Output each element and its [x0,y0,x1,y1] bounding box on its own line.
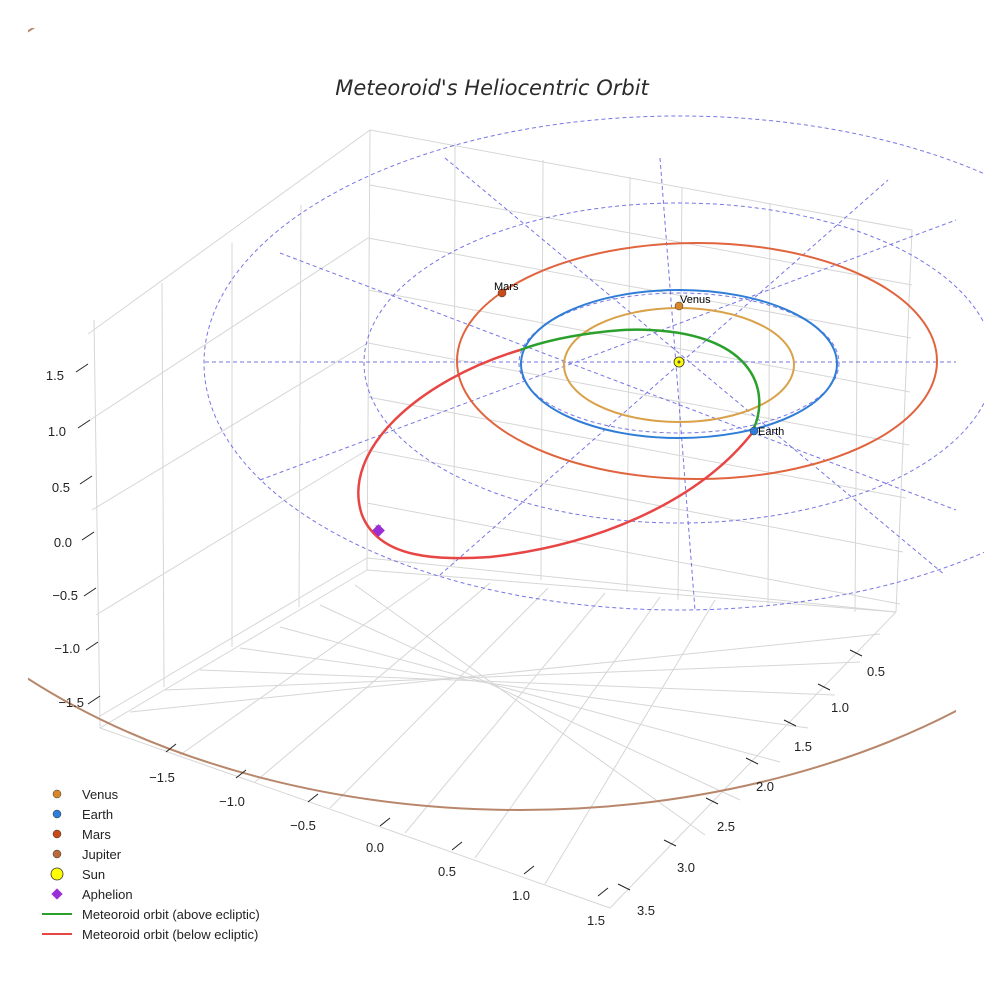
legend-marker-venus [52,789,62,799]
x-axis: −1.5 −1.0 −0.5 0.0 0.5 1.0 1.5 [149,743,609,928]
mars-marker [497,288,507,298]
y-tick: 1.0 [831,700,849,715]
x-tick: −0.5 [290,818,316,833]
meteoroid-orbit-above [519,328,761,431]
earth-orbit [520,289,838,439]
mars-label: Mars [494,281,519,293]
y-tick: 2.0 [756,779,774,794]
legend: Venus Earth Mars Jupiter Sun Aphelion Me… [42,787,260,942]
x-tick: 0.5 [438,864,456,879]
legend-label: Earth [82,807,113,822]
z-tick: 0.0 [54,535,72,550]
z-tick: −1.5 [58,695,84,710]
legend-label: Jupiter [82,847,122,862]
jupiter-orbit [28,28,956,811]
legend-label: Mars [82,827,111,842]
chart-title: Meteoroid's Heliocentric Orbit [335,76,649,100]
legend-marker-earth [52,809,62,819]
legend-label: Venus [82,787,119,802]
z-tick: 1.5 [46,368,64,383]
x-tick: −1.0 [219,794,245,809]
y-tick: 2.5 [717,819,735,834]
y-tick: 1.5 [794,739,812,754]
meteoroid-orbit-below [357,348,754,560]
x-tick: 1.0 [512,888,530,903]
y-tick: 0.5 [867,664,885,679]
venus-label: Venus [680,294,711,306]
venus-marker [674,301,684,311]
z-tick: 1.0 [48,424,66,439]
z-tick: −1.0 [54,641,80,656]
earth-marker [749,426,759,436]
x-tick: 0.0 [366,840,384,855]
axes-box-grid [87,129,913,909]
earth-label: Earth [758,426,784,438]
y-tick: 3.5 [637,903,655,918]
z-tick: −0.5 [52,588,78,603]
y-tick: 3.0 [677,860,695,875]
mars-orbit [456,242,938,480]
z-tick: 0.5 [52,480,70,495]
legend-marker-aphelion [51,888,63,900]
legend-label: Sun [82,867,105,882]
legend-label: Meteoroid orbit (above ecliptic) [82,907,260,922]
x-tick: 1.5 [587,913,605,928]
aphelion-x-mark: × [374,523,382,534]
z-axis: 1.5 1.0 0.5 0.0 −0.5 −1.0 −1.5 [46,363,101,710]
sun-core [677,360,681,364]
ecliptic-grid [203,115,984,611]
legend-marker-jupiter [52,849,62,859]
legend-label: Aphelion [82,887,133,902]
legend-marker-mars [52,829,62,839]
x-tick: −1.5 [149,770,175,785]
legend-marker-sun [50,867,64,881]
legend-label: Meteoroid orbit (below ecliptic) [82,927,258,942]
y-axis: 0.5 1.0 1.5 2.0 2.5 3.0 3.5 [617,649,885,918]
